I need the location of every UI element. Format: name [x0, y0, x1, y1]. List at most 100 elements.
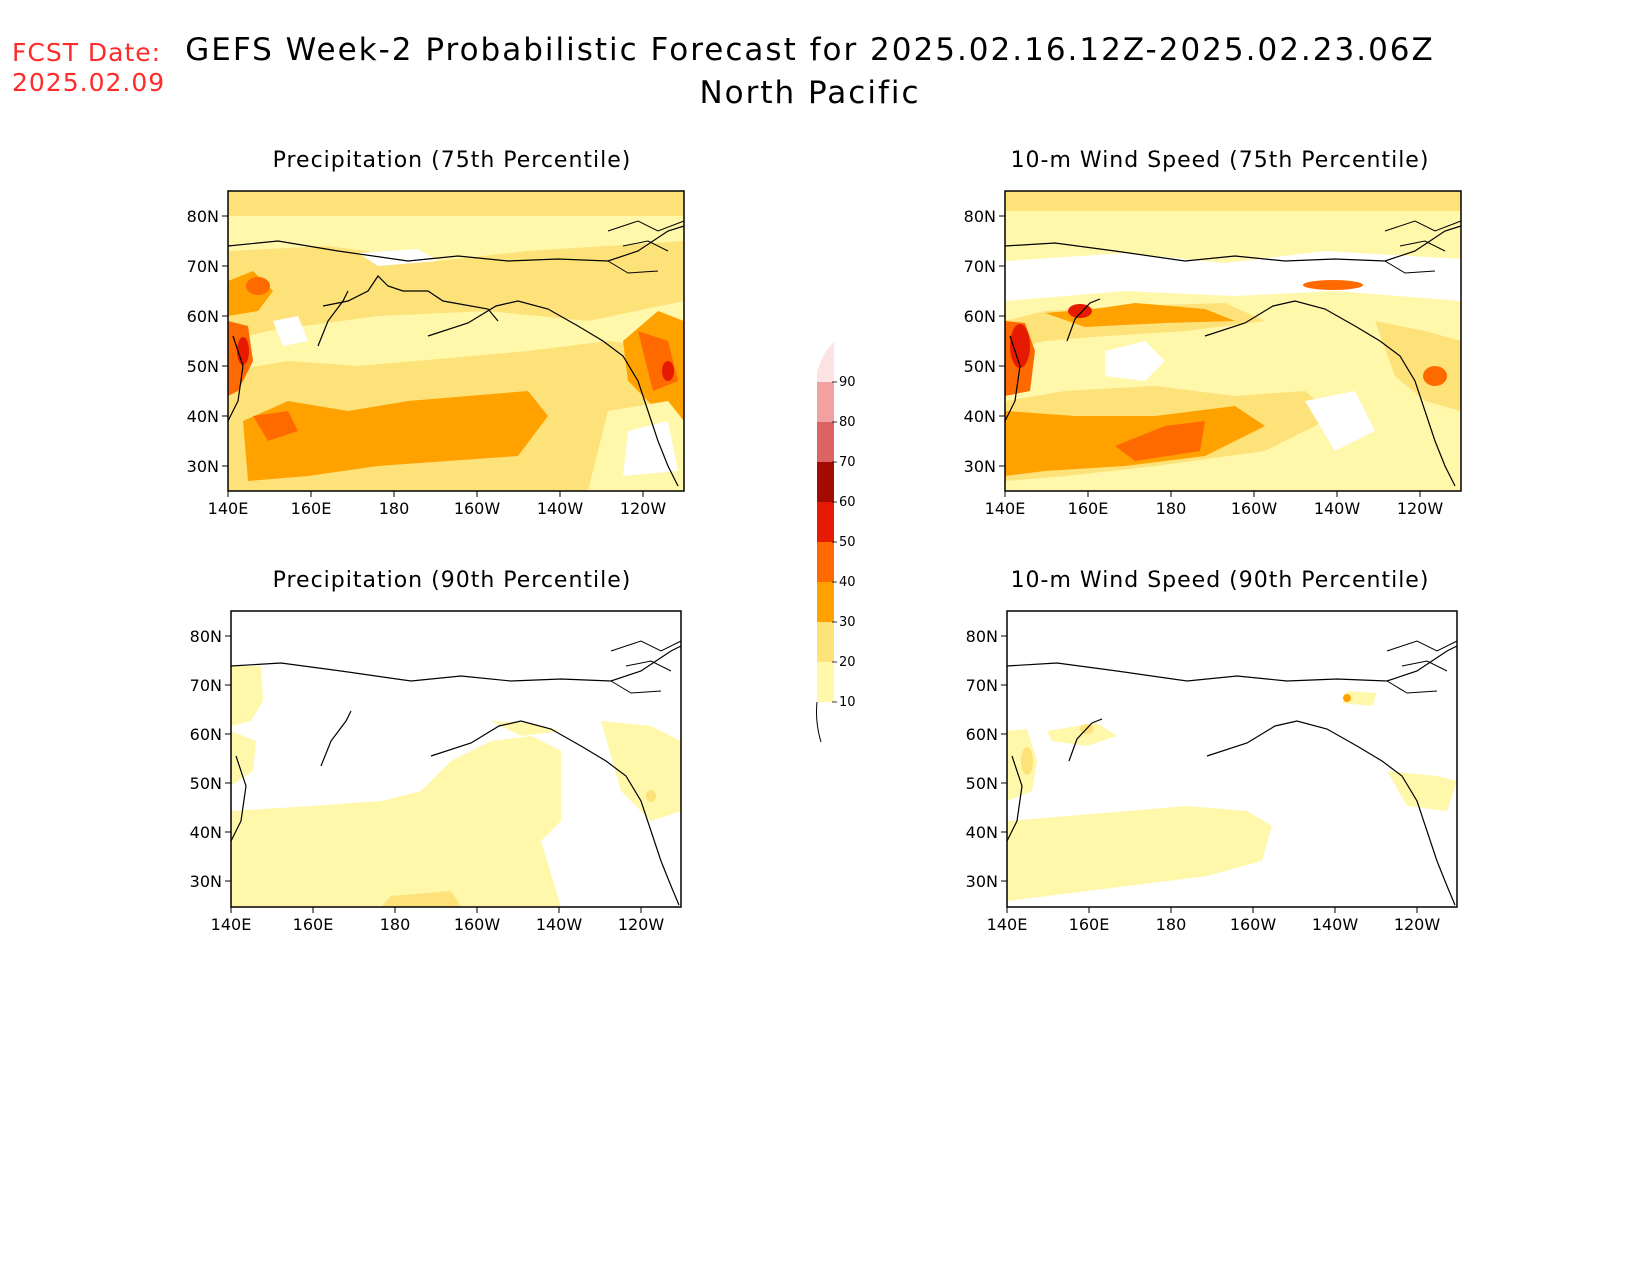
- colorbar-bottom-outline: [816, 701, 822, 743]
- lat-label-30n: 30N: [187, 457, 219, 476]
- lat-label-80n: 80N: [190, 627, 222, 646]
- lat-label-40n: 40N: [190, 823, 222, 842]
- lat-tick: 60N: [190, 725, 231, 744]
- lon-label-120w: 120W: [1397, 499, 1444, 518]
- lat-label-80n: 80N: [964, 207, 996, 226]
- panel-title-wind-90: 10-m Wind Speed (90th Percentile): [1010, 568, 1430, 593]
- lon-tick: 140W: [1312, 907, 1359, 934]
- lat-tick: 40N: [966, 823, 1007, 842]
- lon-label-140w: 140W: [536, 915, 583, 934]
- panel-title-wind-75: 10-m Wind Speed (75th Percentile): [1010, 148, 1430, 173]
- lat-tick: 60N: [966, 725, 1007, 744]
- lat-label-30n: 30N: [966, 872, 998, 891]
- panel-title-precip-75: Precipitation (75th Percentile): [272, 148, 632, 173]
- lon-label-140w: 140W: [1314, 499, 1361, 518]
- map-wind-90: 80N 70N 60N 50N 40N 30N 140E 160E 180 16…: [966, 610, 1458, 934]
- lon-tick: 140W: [1314, 491, 1361, 518]
- lat-label-70n: 70N: [190, 676, 222, 695]
- lon-tick: 160W: [1231, 491, 1278, 518]
- lon-label-140e: 140E: [987, 915, 1028, 934]
- lon-label-160w: 160W: [454, 915, 501, 934]
- lat-label-70n: 70N: [187, 257, 219, 276]
- colorbar-label: 20: [839, 655, 856, 670]
- lat-tick: 50N: [190, 774, 231, 793]
- lon-tick: 120W: [1394, 907, 1441, 934]
- lon-tick: 180: [379, 491, 410, 518]
- lat-label-30n: 30N: [190, 872, 222, 891]
- lon-tick: 140E: [208, 491, 249, 518]
- colorbar-box: [817, 662, 834, 702]
- colorbar-label: 60: [839, 495, 856, 510]
- panel-title-precip-90: Precipitation (90th Percentile): [272, 568, 632, 593]
- lat-label-80n: 80N: [187, 207, 219, 226]
- lat-label-50n: 50N: [187, 357, 219, 376]
- lat-label-70n: 70N: [964, 257, 996, 276]
- lon-label-140w: 140W: [537, 499, 584, 518]
- lat-label-40n: 40N: [964, 407, 996, 426]
- lon-tick: 160E: [291, 491, 332, 518]
- lon-label-180: 180: [1156, 499, 1187, 518]
- lat-tick: 50N: [966, 774, 1007, 793]
- lon-tick: 160E: [293, 907, 334, 934]
- lon-tick: 160W: [1230, 907, 1277, 934]
- lon-label-140e: 140E: [985, 499, 1026, 518]
- colorbar-box: [817, 502, 834, 542]
- lon-tick: 160E: [1068, 491, 1109, 518]
- lon-tick: 140E: [211, 907, 252, 934]
- lon-label-140w: 140W: [1312, 915, 1359, 934]
- lat-label-60n: 60N: [964, 307, 996, 326]
- colorbar-label: 50: [839, 535, 856, 550]
- lon-tick: 180: [380, 907, 411, 934]
- lon-label-140e: 140E: [208, 499, 249, 518]
- colorbar-label: 10: [839, 695, 856, 710]
- lat-tick: 60N: [964, 307, 1005, 326]
- lat-tick: 80N: [966, 627, 1007, 646]
- lat-tick: 80N: [190, 627, 231, 646]
- lat-tick: 70N: [966, 676, 1007, 695]
- lat-label-40n: 40N: [966, 823, 998, 842]
- lon-label-160e: 160E: [291, 499, 332, 518]
- lat-tick: 70N: [187, 257, 228, 276]
- lat-tick: 30N: [964, 457, 1005, 476]
- colorbar-box: [817, 382, 834, 422]
- lon-label-120w: 120W: [1394, 915, 1441, 934]
- lon-label-180: 180: [379, 499, 410, 518]
- colorbar-label: 40: [839, 575, 856, 590]
- lon-label-160e: 160E: [1069, 915, 1110, 934]
- lon-label-160e: 160E: [1068, 499, 1109, 518]
- lat-label-50n: 50N: [966, 774, 998, 793]
- colorbar-box: [817, 542, 834, 582]
- lon-tick: 180: [1156, 907, 1186, 934]
- lat-label-40n: 40N: [187, 407, 219, 426]
- lon-tick: 120W: [1397, 491, 1444, 518]
- lon-label-120w: 120W: [620, 499, 667, 518]
- lat-label-70n: 70N: [966, 676, 998, 695]
- lon-label-140e: 140E: [211, 915, 252, 934]
- lat-label-80n: 80N: [966, 627, 998, 646]
- lat-tick: 30N: [190, 872, 231, 891]
- lon-label-160w: 160W: [454, 499, 501, 518]
- lon-label-160e: 160E: [293, 915, 334, 934]
- lat-tick: 70N: [964, 257, 1005, 276]
- colorbar-label: 80: [839, 415, 856, 430]
- lat-label-60n: 60N: [190, 725, 222, 744]
- forecast-date-label: FCST Date:: [12, 38, 162, 67]
- colorbar-top-triangle: [817, 342, 834, 382]
- lon-label-160w: 160W: [1231, 499, 1278, 518]
- lat-label-30n: 30N: [964, 457, 996, 476]
- lon-tick: 140W: [537, 491, 584, 518]
- lon-tick: 160W: [454, 491, 501, 518]
- colorbar-label: 70: [839, 455, 856, 470]
- colorbar-label: 90: [839, 375, 856, 390]
- lon-tick: 140W: [536, 907, 583, 934]
- lat-tick: 40N: [190, 823, 231, 842]
- lat-tick: 50N: [964, 357, 1005, 376]
- colorbar-box: [817, 462, 834, 502]
- lon-label-180: 180: [380, 915, 411, 934]
- lat-tick: 40N: [187, 407, 228, 426]
- lon-label-160w: 160W: [1230, 915, 1277, 934]
- lat-tick: 80N: [187, 207, 228, 226]
- lon-tick: 160W: [454, 907, 501, 934]
- lat-label-50n: 50N: [190, 774, 222, 793]
- lat-tick: 50N: [187, 357, 228, 376]
